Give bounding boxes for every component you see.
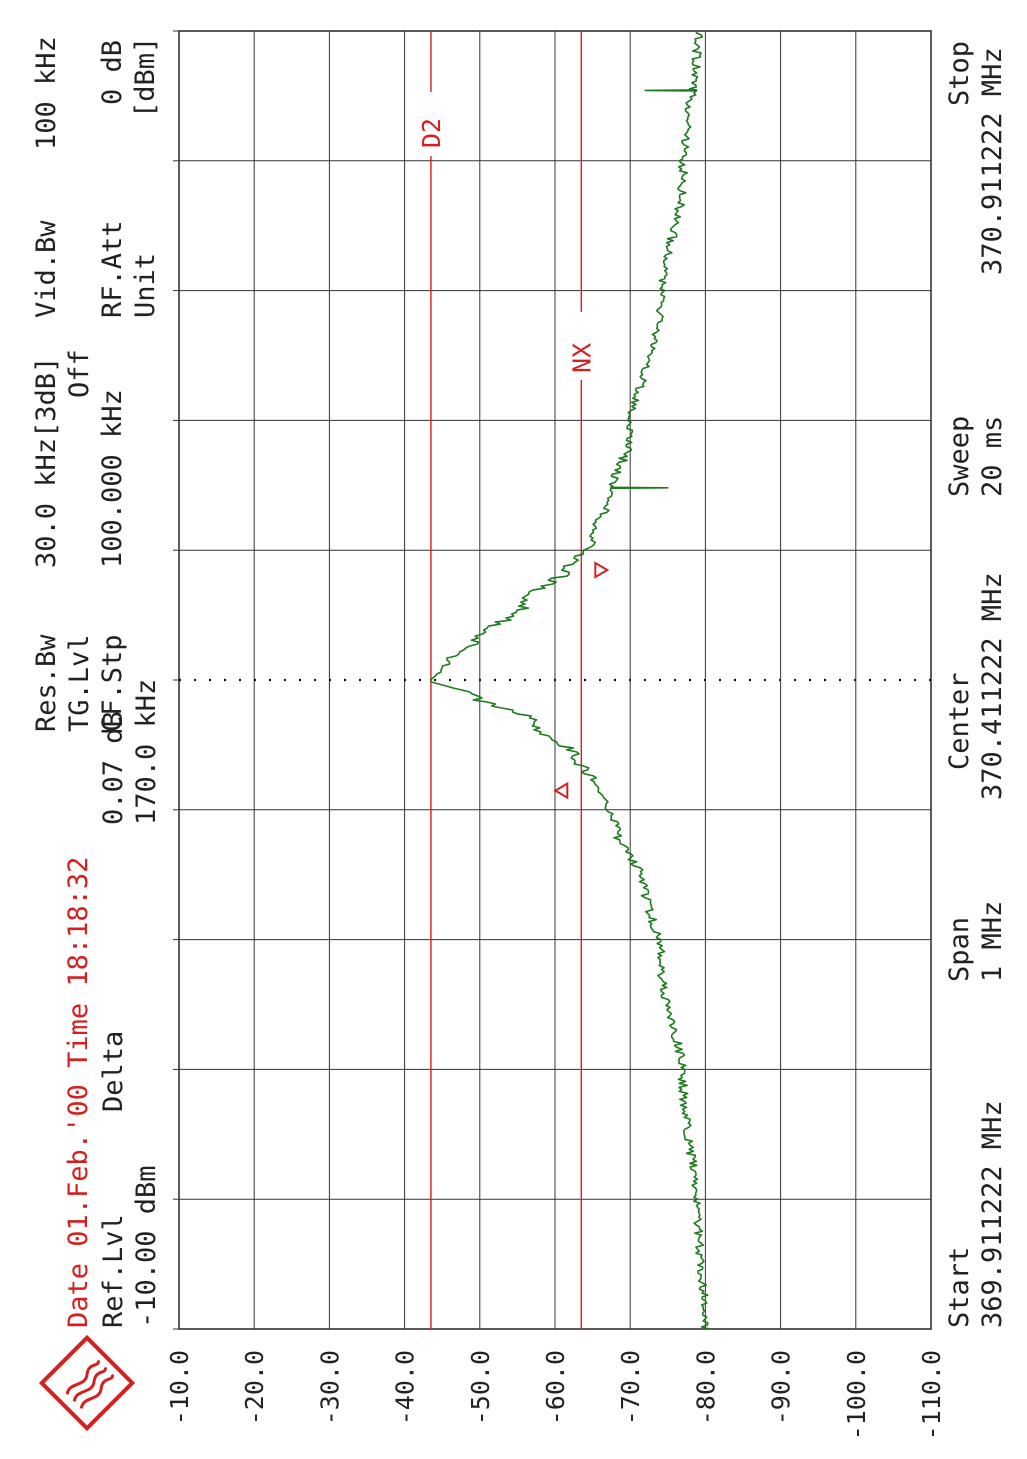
start-label: Start <box>944 1247 975 1328</box>
span-label: Span <box>944 917 975 982</box>
y-tick-label: -70.0 <box>616 1350 645 1425</box>
cf-stp-label: CF.Stp <box>97 634 128 732</box>
center-value: 370.411222 MHz <box>977 572 1008 800</box>
y-tick-label: -20.0 <box>240 1350 269 1425</box>
res-bw-value: 30.0 kHz[3dB] <box>31 357 62 568</box>
unit-value: [dBm] <box>130 37 161 118</box>
footer-col: Start 369.911222 MHz Span 1 MHz Center 3… <box>944 41 1008 1328</box>
y-tick-label: -40.0 <box>391 1350 420 1425</box>
delta-frequency: 170.0 kHz <box>131 679 162 825</box>
y-tick-label: -60.0 <box>541 1350 570 1425</box>
header-col-1: Date 01.Feb.'00 Time 18:18:32 Ref.Lvl -1… <box>63 679 162 1328</box>
delta-markers <box>553 561 610 800</box>
tg-lvl-label: TG.Lvl <box>64 634 95 732</box>
delta-marker-icon <box>553 781 569 800</box>
date-time: Date 01.Feb.'00 Time 18:18:32 <box>63 857 94 1328</box>
y-tick-label: -100.0 <box>842 1350 871 1440</box>
ref-level-value: -10.00 dBm <box>131 1165 162 1328</box>
delta-level: 0.07 dB <box>98 711 129 825</box>
unit-label: Unit <box>130 253 161 318</box>
nx-label-gap <box>567 312 596 380</box>
nx-label: NX <box>567 343 596 373</box>
y-tick-label: -10.0 <box>165 1350 194 1425</box>
y-tick-label: -90.0 <box>767 1350 796 1425</box>
spectrum-trace <box>429 30 711 1330</box>
sweep-value: 20 ms <box>977 416 1008 497</box>
stop-value: 370.911222 MHz <box>977 47 1008 275</box>
plot-grid <box>173 30 932 1330</box>
d2-label-gap <box>416 92 445 156</box>
sweep-label: Sweep <box>944 416 975 497</box>
y-tick-label: -30.0 <box>315 1350 344 1425</box>
header-col-2: Res.Bw TG.Lvl CF.Stp 30.0 kHz[3dB] Off 1… <box>31 36 161 732</box>
y-tick-label: -50.0 <box>466 1350 495 1425</box>
delta-marker-icon <box>594 561 610 579</box>
y-tick-label: -80.0 <box>691 1350 720 1425</box>
rf-att-label: RF.Att <box>97 220 128 318</box>
y-tick-labels: -10.0 -20.0 -30.0 -40.0 -50.0 -60.0 -70.0 -80.0… <box>165 1350 946 1440</box>
center-label: Center <box>944 672 975 770</box>
vid-bw-value: 100 kHz <box>31 36 62 150</box>
vid-bw-label: Vid.Bw <box>31 220 62 318</box>
span-value: 1 MHz <box>977 901 1008 982</box>
tg-lvl-value: Off <box>64 349 95 398</box>
start-value: 369.911222 MHz <box>977 1100 1008 1328</box>
d2-label: D2 <box>417 118 446 148</box>
y-tick-label: -110.0 <box>917 1350 946 1440</box>
ref-level: Ref.Lvl <box>98 1214 129 1328</box>
res-bw-label: Res.Bw <box>31 634 62 732</box>
delta-label: Delta <box>98 1031 129 1112</box>
rf-att-value: 0 dB <box>97 40 128 105</box>
cf-stp-value: 100.000 kHz <box>97 389 128 568</box>
stop-label: Stop <box>944 41 975 106</box>
rs-logo-icon <box>38 1334 136 1432</box>
